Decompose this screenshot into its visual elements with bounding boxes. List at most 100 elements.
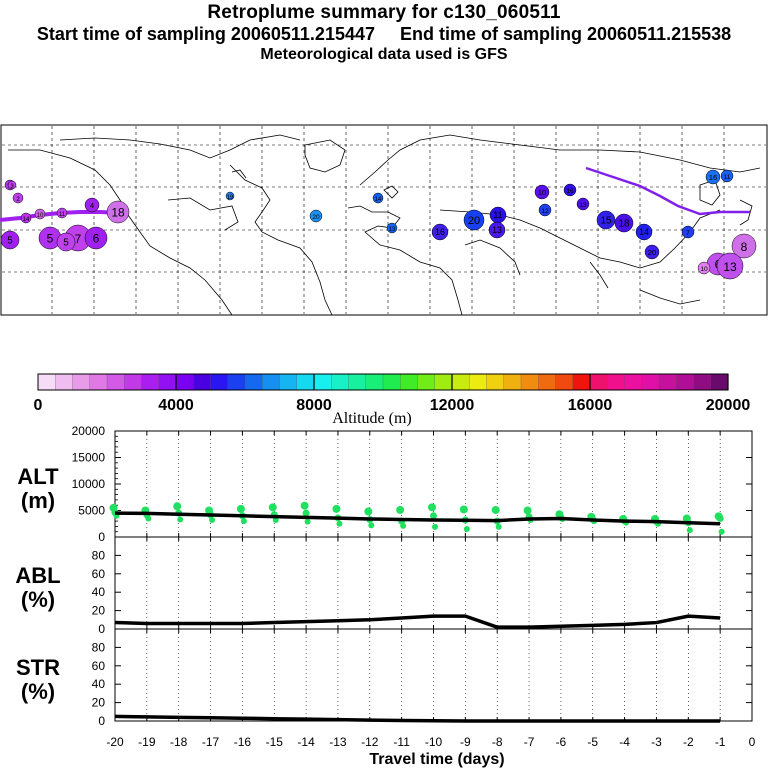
coastlines xyxy=(8,134,761,316)
colorbar-cell xyxy=(624,373,643,391)
time-series-panels: 05000100001500020000ALT(m)020406080ABL(%… xyxy=(15,424,755,768)
scatter-point xyxy=(686,527,693,534)
x-tick-label: -13 xyxy=(329,735,347,749)
scatter-point xyxy=(332,504,341,513)
trajectory-marker-label: 13 xyxy=(389,227,396,233)
colorbar-cell xyxy=(313,373,332,391)
trajectory-marker xyxy=(84,197,100,213)
colorbar-cell xyxy=(210,373,229,391)
panel-label-unit: (m) xyxy=(21,488,55,513)
trajectory-marker xyxy=(463,209,485,231)
scatter-point xyxy=(240,518,247,525)
colorbar-tick-label: 20000 xyxy=(706,397,751,414)
trajectory-marker xyxy=(106,200,130,224)
scatter-point xyxy=(368,522,375,529)
x-tick-label: -14 xyxy=(297,735,315,749)
x-tick-label: -19 xyxy=(138,735,156,749)
trajectory-marker-label: 12 xyxy=(541,208,549,215)
trajectory-marker xyxy=(731,233,757,259)
trajectory-marker-label: 11 xyxy=(59,212,66,218)
colorbar-cell xyxy=(72,373,91,391)
trajectory-marker xyxy=(225,191,235,201)
scatter-point xyxy=(400,522,407,529)
trajectory-east xyxy=(585,166,750,216)
x-tick-label: -10 xyxy=(425,735,443,749)
y-tick-label: 20000 xyxy=(72,424,106,438)
x-tick-label: -4 xyxy=(619,735,630,749)
scatter-point xyxy=(302,509,310,517)
trajectory-marker xyxy=(34,208,46,220)
map-gridlines xyxy=(2,126,766,314)
scatter-point xyxy=(272,517,279,524)
scatter-point xyxy=(495,523,502,530)
colorbar-cell xyxy=(555,373,574,391)
y-tick-label: 0 xyxy=(98,530,105,544)
series-line xyxy=(114,614,721,629)
scatter-point xyxy=(428,503,436,512)
y-tick-label: 0 xyxy=(98,714,105,728)
x-tick-label: -17 xyxy=(202,735,220,749)
scatter-point xyxy=(396,505,405,514)
trajectory-marker-label: 16 xyxy=(709,173,718,182)
colorbar-cell xyxy=(451,373,470,391)
x-tick-label: 0 xyxy=(749,735,756,749)
trajectory-marker-label: 18 xyxy=(111,205,125,219)
x-tick-label: -7 xyxy=(524,735,535,749)
series-line xyxy=(114,511,721,526)
x-tick-label: -5 xyxy=(587,735,598,749)
panel-label-name: STR xyxy=(16,655,60,680)
colorbar-cell xyxy=(693,373,712,391)
trajectory-marker-label: 3 xyxy=(10,184,14,190)
x-tick-label: -11 xyxy=(393,735,410,749)
panel-label-name: ALT xyxy=(17,464,59,489)
colorbar-cell xyxy=(244,373,263,391)
trajectory-marker xyxy=(563,183,577,197)
trajectory-marker xyxy=(635,223,653,241)
colorbar-cell xyxy=(124,373,143,391)
trajectory-marker-label: 20 xyxy=(648,248,657,257)
colorbar-cell xyxy=(279,373,298,391)
colorbar-cell xyxy=(262,373,281,391)
y-tick-label: 0 xyxy=(98,622,105,636)
scatter-point xyxy=(300,501,309,510)
colorbar-cell xyxy=(193,373,212,391)
trajectory-marker-label: 13 xyxy=(492,225,502,235)
trajectory-marker-label: 14 xyxy=(639,227,649,237)
x-tick-label: -15 xyxy=(266,735,284,749)
trajectory-marker xyxy=(309,209,323,223)
colorbar-frame xyxy=(37,373,729,391)
colorbar-cell xyxy=(520,373,539,391)
panel-label-unit: (%) xyxy=(21,587,55,612)
y-tick-label: 20 xyxy=(92,604,106,618)
trajectory-marker xyxy=(56,207,68,219)
trajectory-marker xyxy=(720,169,734,183)
scatter-point xyxy=(209,517,216,524)
chart-title: Retroplume summary for c130_060511 xyxy=(207,2,561,23)
trajectory-marker xyxy=(56,232,76,252)
trajectory-marker xyxy=(0,230,20,250)
colorbar-cell xyxy=(37,373,56,391)
trajectory-marker xyxy=(716,252,744,280)
trajectory-marker-label: 6 xyxy=(93,231,100,245)
x-axis-label: Travel time (days) xyxy=(369,751,504,768)
trajectory-marker-label: 5 xyxy=(47,231,54,245)
trajectory-marker-label: 15 xyxy=(601,216,612,227)
colorbar-cell xyxy=(227,373,246,391)
colorbar-cell xyxy=(158,373,177,391)
trajectory-marker-label: 5 xyxy=(7,236,13,247)
x-tick-label: -18 xyxy=(170,735,188,749)
trajectory-marker xyxy=(84,226,108,250)
y-tick-label: 15000 xyxy=(72,451,106,465)
x-tick-label: -16 xyxy=(234,735,252,749)
trajectory-marker-label: 14 xyxy=(375,197,382,203)
y-tick-label: 40 xyxy=(92,585,106,599)
y-tick-label: 5000 xyxy=(78,504,105,518)
y-tick-label: 80 xyxy=(92,548,106,562)
colorbar-cell xyxy=(589,373,608,391)
trajectory-marker-label: 7 xyxy=(75,232,82,246)
colorbar-cell xyxy=(296,373,315,391)
scatter-point xyxy=(304,518,311,525)
scatter-point xyxy=(491,505,500,514)
trajectory-marker-label: 20 xyxy=(468,215,480,227)
